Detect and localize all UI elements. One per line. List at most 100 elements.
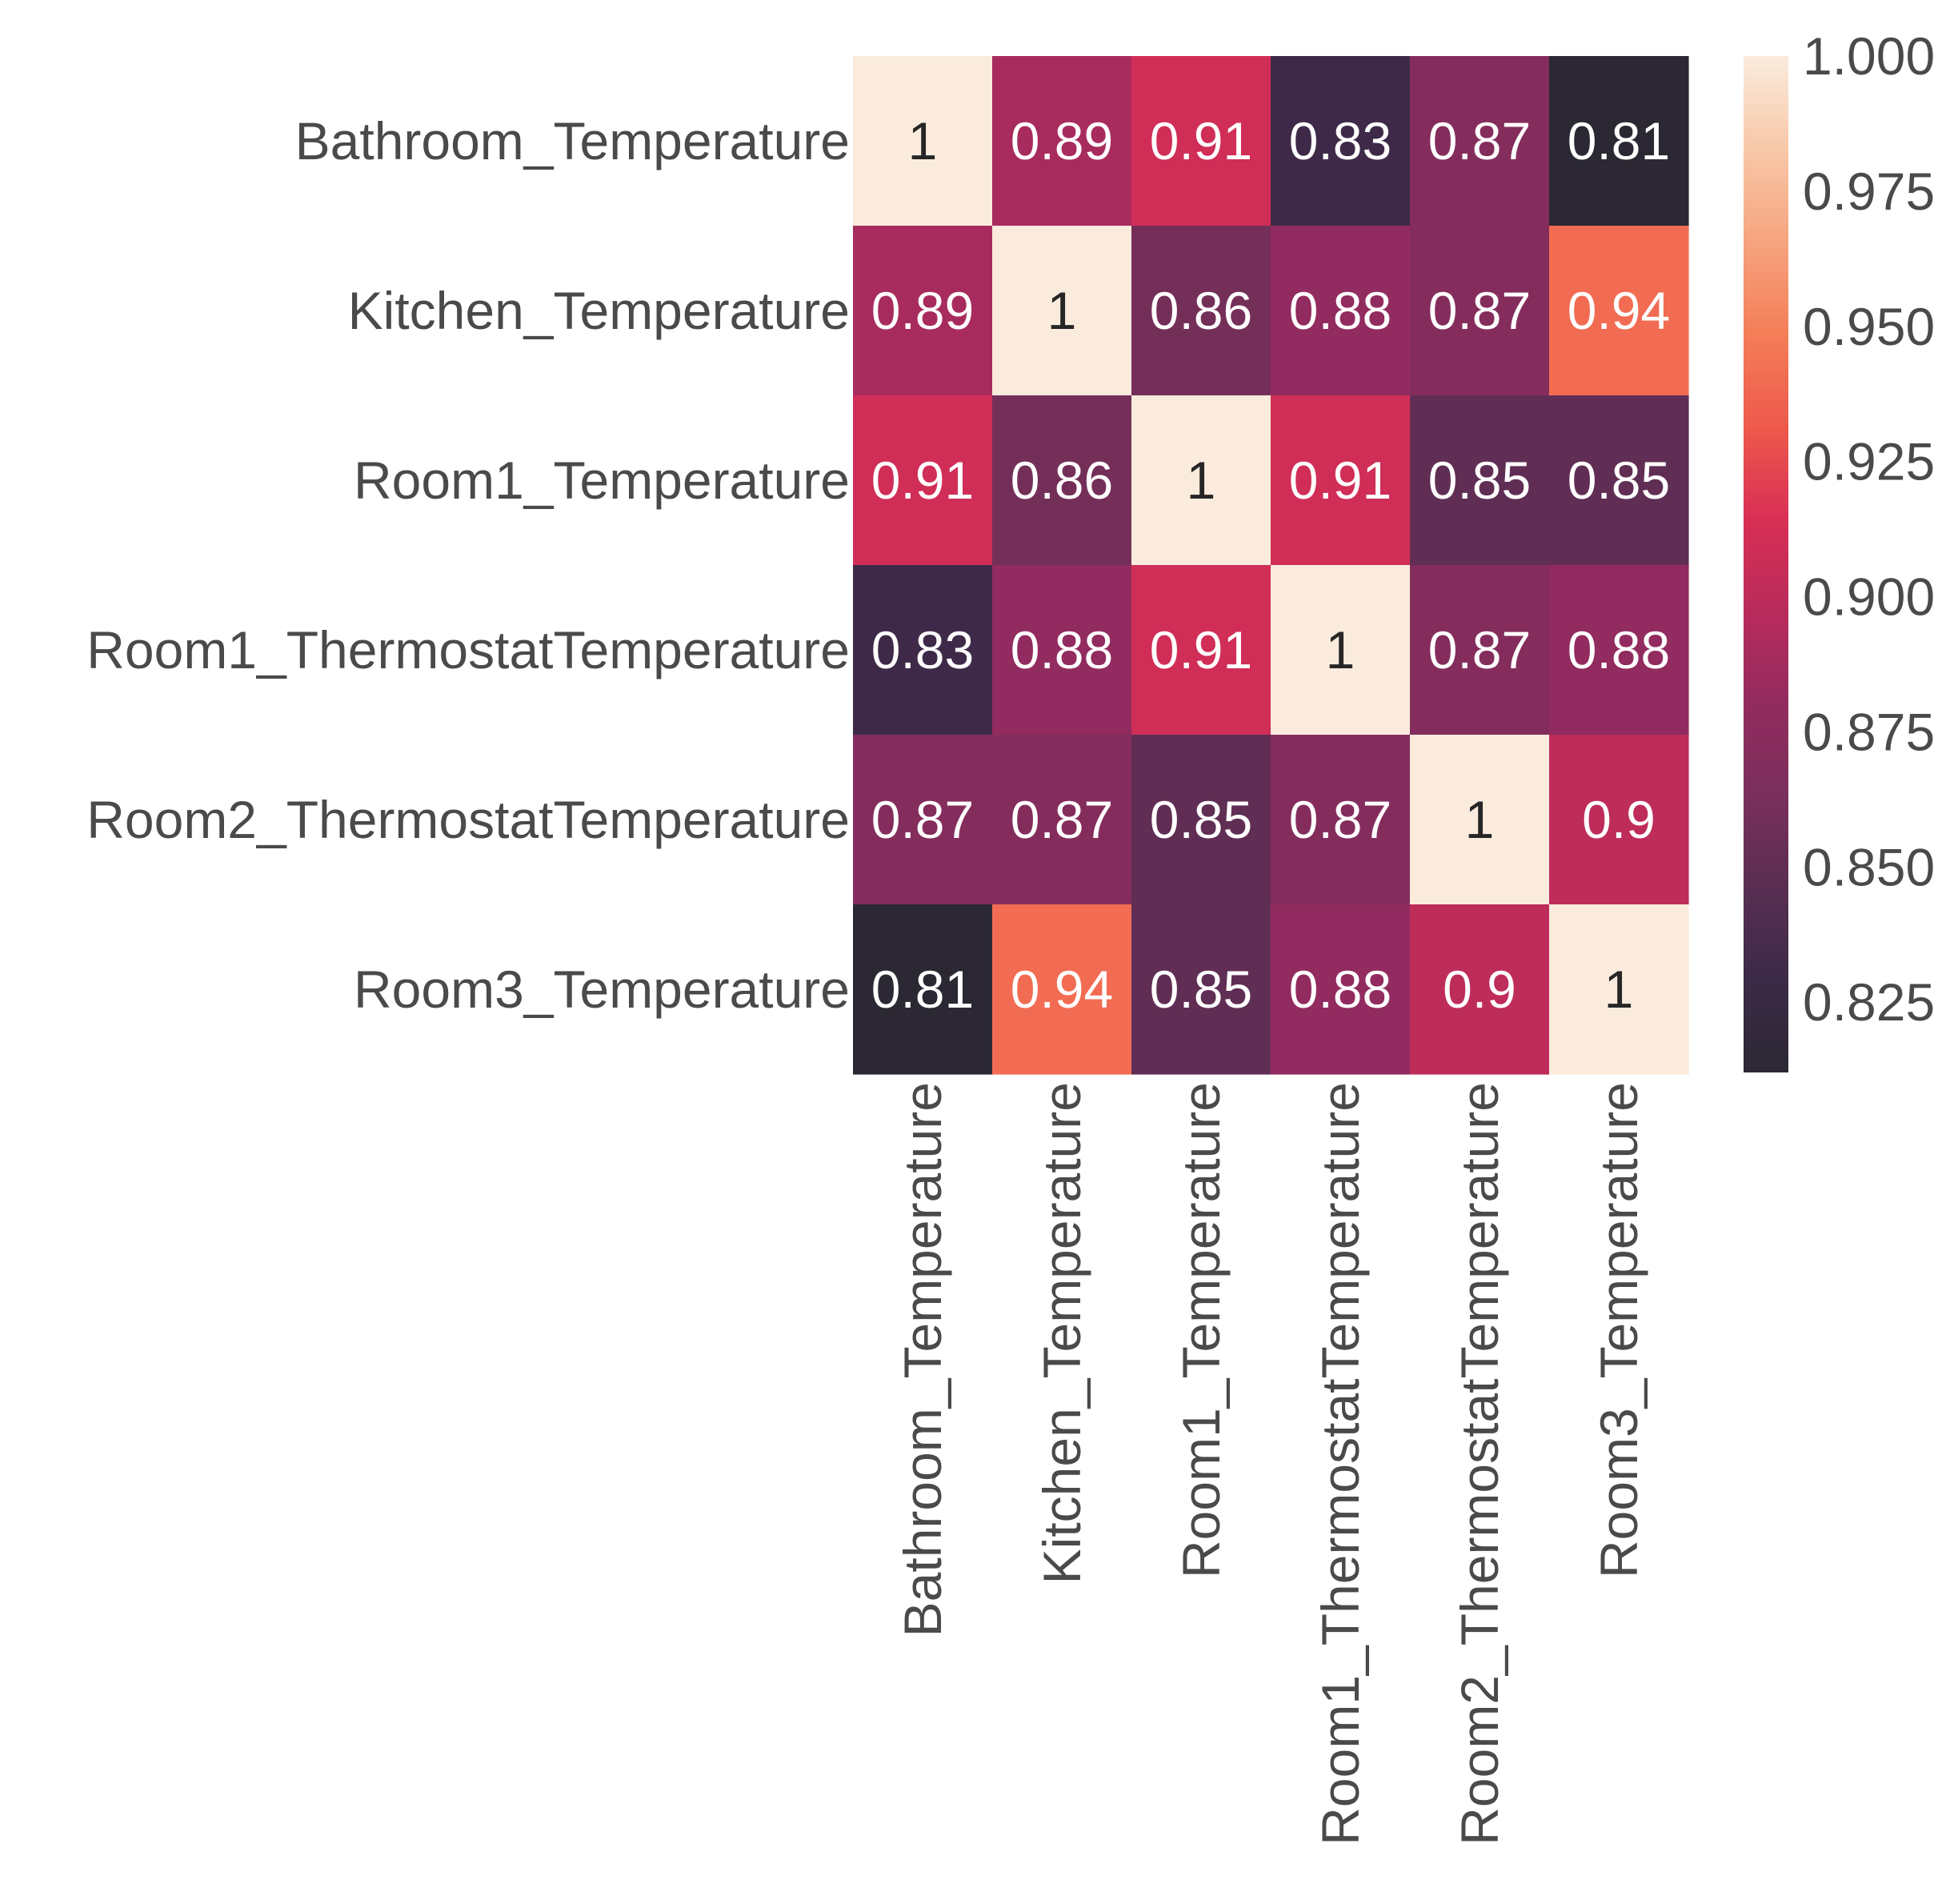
heatmap-cell (1410, 226, 1550, 396)
cell-annotation: 0.88 (1289, 960, 1391, 1019)
colorbar-tick-label: 0.875 (1803, 702, 1935, 761)
column-label: Room2_ThermostatTemperature (1450, 1082, 1509, 1846)
cell-annotation: 0.91 (1150, 111, 1252, 170)
heatmap-cell (853, 226, 993, 396)
heatmap-cell (1549, 735, 1689, 905)
row-labels: Bathroom_Temperature Kitchen_Temperature R… (86, 111, 850, 1019)
colorbar-tick-label: 0.950 (1803, 297, 1935, 356)
heatmap-cell (1271, 226, 1411, 396)
heatmap-cell (853, 395, 993, 566)
cell-annotation: 0.89 (871, 281, 974, 340)
heatmap-cell (1271, 56, 1411, 226)
column-labels: Bathroom_Temperature Kitchen_Temperature R… (893, 1082, 1648, 1846)
column-label: Kitchen_Temperature (1032, 1082, 1091, 1584)
cell-annotation: 0.89 (1011, 111, 1113, 170)
colorbar-gradient (1744, 56, 1788, 1072)
column-label: Bathroom_Temperature (893, 1082, 952, 1637)
heatmap-cell (992, 565, 1132, 736)
cell-annotation: 0.9 (1443, 960, 1516, 1019)
heatmap-cell (992, 56, 1132, 226)
heatmap-cell (1410, 735, 1550, 905)
cell-annotation: 0.86 (1011, 451, 1113, 510)
cell-annotation: 1 (1047, 281, 1077, 340)
row-label: Kitchen_Temperature (348, 281, 850, 340)
colorbar-tick-label: 0.900 (1803, 567, 1935, 627)
cell-annotation: 0.91 (1150, 620, 1252, 679)
heatmap-cell (992, 735, 1132, 905)
row-label: Room2_ThermostatTemperature (86, 790, 850, 849)
heatmap-cell (1410, 395, 1550, 566)
cell-annotation: 0.88 (1568, 620, 1670, 679)
cell-annotation: 0.88 (1289, 281, 1391, 340)
heatmap-cell (1410, 56, 1550, 226)
cell-annotation: 0.85 (1150, 960, 1252, 1019)
heatmap-cell (1410, 565, 1550, 736)
cell-annotation: 0.81 (871, 960, 974, 1019)
heatmap-cell (1131, 56, 1271, 226)
column-label: Room1_Temperature (1171, 1082, 1231, 1578)
cell-annotation: 0.85 (1428, 451, 1531, 510)
cell-annotation: 0.87 (1011, 790, 1113, 849)
cell-annotation: 0.86 (1150, 281, 1252, 340)
cell-annotation: 1 (1465, 790, 1495, 849)
heatmap-cell (1549, 395, 1689, 566)
heatmap-cell (1549, 56, 1689, 226)
cell-annotation: 0.87 (871, 790, 974, 849)
column-label: Room3_Temperature (1589, 1082, 1648, 1578)
cell-annotation: 0.91 (871, 451, 974, 510)
heatmap-cell (1131, 904, 1271, 1075)
cell-annotation: 1 (1604, 960, 1634, 1019)
heatmap-cell (992, 904, 1132, 1075)
cell-annotation: 0.94 (1011, 960, 1113, 1019)
heatmap-cells (853, 56, 1689, 1075)
colorbar: 1.000 0.975 0.950 0.925 0.900 0.875 0.850 0.825 (1744, 26, 1935, 1072)
heatmap-cell (1271, 565, 1411, 736)
cell-annotation: 0.83 (1289, 111, 1391, 170)
heatmap-cell (853, 904, 993, 1075)
cell-annotation: 1 (1326, 620, 1355, 679)
cell-annotation: 0.87 (1428, 620, 1531, 679)
cell-annotation: 0.87 (1428, 111, 1531, 170)
heatmap-cell (1549, 904, 1689, 1075)
column-label: Room1_ThermostatTemperature (1311, 1082, 1370, 1846)
row-label: Bathroom_Temperature (295, 111, 850, 170)
heatmap-cell (1131, 395, 1271, 566)
heatmap-annotations: 1 0.89 0.91 0.83 0.87 0.810.89 1 0.86 0.88 0.87 0.… (871, 111, 1670, 1019)
cell-annotation: 0.85 (1150, 790, 1252, 849)
heatmap-cell (853, 565, 993, 736)
cell-annotation: 0.91 (1289, 451, 1391, 510)
cell-annotation: 0.87 (1428, 281, 1531, 340)
row-label: Room1_ThermostatTemperature (86, 620, 850, 679)
heatmap-cell (1271, 735, 1411, 905)
heatmap-cell (1549, 565, 1689, 736)
cell-annotation: 0.94 (1568, 281, 1670, 340)
heatmap-cell (1271, 904, 1411, 1075)
heatmap-cell (1131, 565, 1271, 736)
cell-annotation: 0.85 (1568, 451, 1670, 510)
colorbar-tick-label: 0.975 (1803, 162, 1935, 221)
heatmap-cell (1410, 904, 1550, 1075)
colorbar-tick-label: 0.925 (1803, 432, 1935, 491)
heatmap-cell (853, 735, 993, 905)
cell-annotation: 0.83 (871, 620, 974, 679)
row-label: Room3_Temperature (354, 960, 850, 1019)
heatmap-cell (853, 56, 993, 226)
cell-annotation: 1 (1187, 451, 1216, 510)
heatmap-cell (992, 395, 1132, 566)
heatmap-cell (1131, 226, 1271, 396)
colorbar-tick-label: 0.850 (1803, 837, 1935, 896)
cell-annotation: 0.81 (1568, 111, 1670, 170)
heatmap-cell (1271, 395, 1411, 566)
row-label: Room1_Temperature (354, 451, 850, 510)
heatmap-cell (992, 226, 1132, 396)
cell-annotation: 0.87 (1289, 790, 1391, 849)
cell-annotation: 1 (908, 111, 938, 170)
heatmap-cell (1549, 226, 1689, 396)
heatmap-cell (1131, 735, 1271, 905)
cell-annotation: 0.9 (1582, 790, 1656, 849)
colorbar-tick-label: 1.000 (1803, 26, 1935, 86)
cell-annotation: 0.88 (1011, 620, 1113, 679)
colorbar-tick-label: 0.825 (1803, 972, 1935, 1032)
